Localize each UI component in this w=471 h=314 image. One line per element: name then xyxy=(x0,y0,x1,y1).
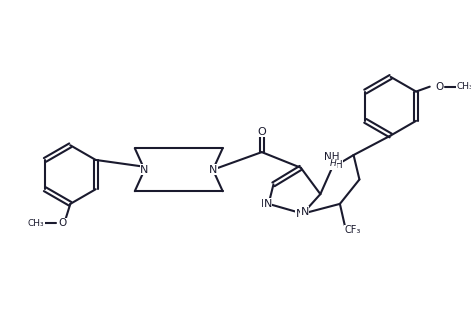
Text: H: H xyxy=(332,160,338,169)
Text: N: N xyxy=(140,165,149,175)
Text: N: N xyxy=(263,199,272,209)
Text: N: N xyxy=(300,207,309,217)
Text: N: N xyxy=(260,199,269,209)
Text: N: N xyxy=(209,165,217,175)
Text: O: O xyxy=(257,127,266,137)
Text: CH₃: CH₃ xyxy=(456,82,471,91)
Text: NH: NH xyxy=(325,152,340,162)
Text: H: H xyxy=(330,159,336,168)
Text: NH: NH xyxy=(328,160,342,170)
Text: H: H xyxy=(329,158,335,167)
Text: CH₃: CH₃ xyxy=(28,219,44,228)
Text: O: O xyxy=(435,82,444,92)
Text: N: N xyxy=(296,208,304,219)
Text: CF₃: CF₃ xyxy=(344,225,361,235)
Text: O: O xyxy=(58,219,66,228)
